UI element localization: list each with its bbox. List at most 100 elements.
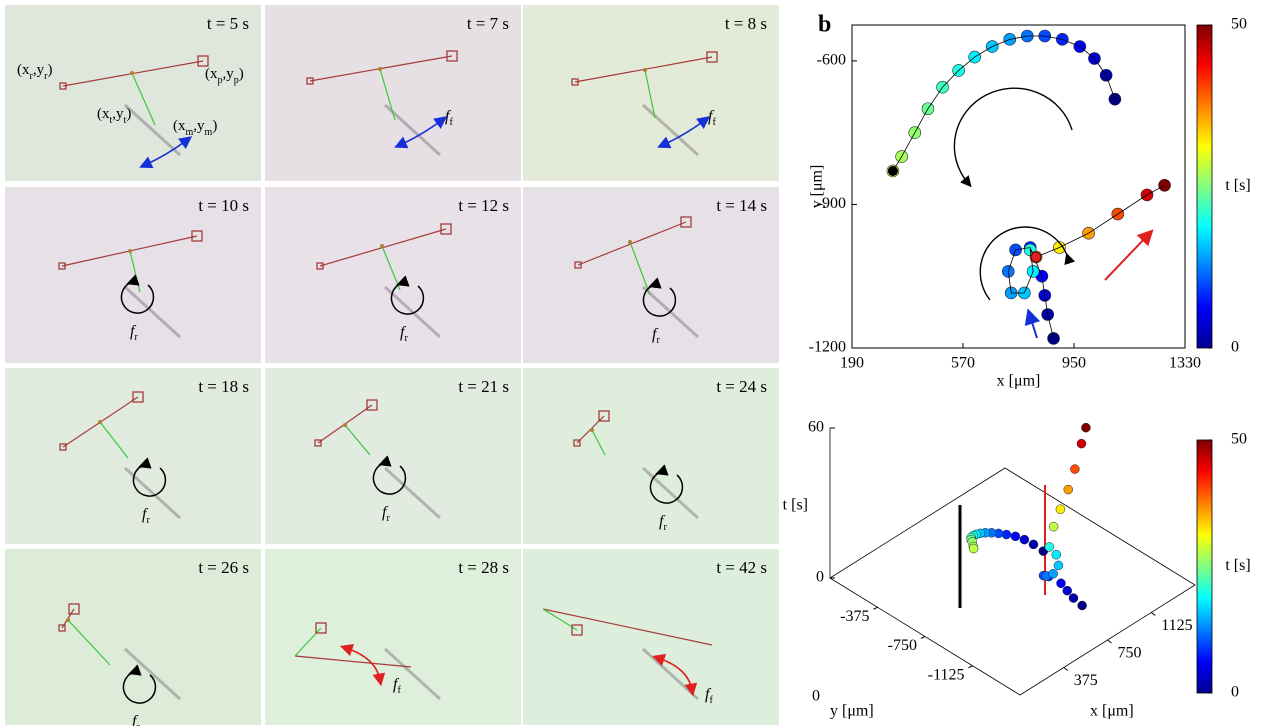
trajectory-3d-point — [1053, 560, 1064, 571]
coord-label-part: (x — [205, 66, 218, 82]
tracker-link — [629, 241, 651, 296]
tracker-link — [344, 424, 371, 456]
rotation-arrow — [122, 664, 157, 704]
z-tick-label: 0 — [816, 569, 824, 586]
tracker-box — [571, 78, 579, 86]
y-axis-label: y [μm] — [809, 165, 826, 209]
tracker-box — [68, 603, 80, 615]
base-plane — [829, 467, 1196, 696]
tracker-box — [59, 443, 67, 451]
trajectory-3d-point — [1001, 529, 1012, 540]
specimen — [123, 647, 182, 701]
tracker-box — [191, 230, 203, 242]
frame-time: t = 42 s — [716, 558, 767, 577]
micrograph — [523, 187, 779, 363]
tracker-box — [315, 622, 327, 634]
oscillation-arrow — [139, 136, 193, 169]
force-label-part: f — [659, 513, 666, 530]
frame-overlay — [571, 51, 718, 157]
tracker-link — [591, 429, 606, 456]
coord-label-part: t — [110, 115, 113, 126]
tracker-box — [59, 82, 67, 90]
coord-label-part: ) — [47, 62, 52, 78]
tracker-box — [598, 410, 610, 422]
specimen — [123, 285, 182, 339]
y-axis-label: y [μm] — [830, 703, 874, 720]
micrograph — [523, 549, 779, 725]
coord-label: (xm,ym) — [173, 118, 217, 137]
colorbar-tick-label: 0 — [1231, 339, 1239, 356]
force-label-part: r — [404, 333, 408, 344]
frame-time: t = 21 s — [458, 377, 509, 396]
z-axis-label: t [s] — [783, 497, 808, 514]
force-label-part: r — [656, 335, 660, 346]
frame-overlay — [59, 391, 182, 520]
y-tick-label: -750 — [888, 637, 917, 654]
trajectory-line — [892, 35, 1116, 172]
colorbar-label: t [s] — [1225, 177, 1250, 194]
plot-area — [851, 24, 1186, 349]
trajectory-3d-point — [1077, 600, 1087, 611]
force-label-part: f — [712, 117, 716, 128]
tracker-dot — [380, 244, 384, 248]
force-label: fr — [652, 326, 660, 346]
tracker-dot — [628, 240, 632, 244]
tracker-line — [577, 221, 687, 266]
tracker-box — [197, 55, 209, 67]
x-tick — [1150, 612, 1156, 616]
force-label-part: f — [142, 506, 149, 523]
trajectory-3d-point — [1068, 593, 1079, 603]
rotation-arrow — [120, 274, 155, 314]
y-tick — [968, 665, 973, 669]
tracker-box — [58, 624, 66, 632]
frame-time: t = 7 s — [467, 14, 509, 33]
frame-overlay — [314, 399, 442, 520]
frame-time: t = 24 s — [716, 377, 767, 396]
force-label-part: r — [663, 522, 667, 533]
tracker-box — [58, 262, 66, 270]
force-label-part: r — [134, 332, 138, 343]
y-tick-label: -600 — [817, 52, 846, 69]
frame-overlay — [58, 230, 203, 339]
colorbar-tick-label: 50 — [1231, 16, 1247, 33]
coord-label-part: m — [205, 127, 213, 138]
trajectory-3d-point — [1070, 464, 1080, 474]
y-tick — [873, 606, 878, 610]
force-label-part: r — [136, 722, 140, 726]
tracker-dot — [98, 420, 102, 424]
coord-label-part: (x — [17, 62, 30, 78]
coord-label-part: t — [124, 115, 127, 126]
trajectory-3d-point — [1062, 585, 1072, 596]
coord-label: (xp,yp) — [205, 66, 244, 85]
tracker-box — [314, 439, 322, 447]
force-label-part: f — [130, 323, 137, 340]
trajectory-3d-point — [1048, 521, 1059, 532]
trajectory-3d-point — [1048, 568, 1058, 579]
specimen — [641, 466, 700, 520]
micrograph — [5, 5, 261, 181]
direction-arrow — [1024, 308, 1041, 339]
micrograph — [523, 368, 779, 544]
colorbar-tick-label: 0 — [1231, 684, 1239, 701]
force-label: fr — [130, 323, 138, 343]
tracker-box — [132, 391, 144, 403]
tracker-box — [571, 624, 583, 636]
frame-overlay — [573, 410, 700, 520]
force-label-part: r — [386, 513, 390, 524]
tracker-box — [680, 216, 692, 228]
frame-overlay — [306, 50, 458, 157]
tracker-box — [446, 50, 458, 62]
force-label-part: f — [382, 504, 389, 521]
specimen — [383, 466, 442, 520]
tracker-box — [440, 223, 452, 235]
force-label-part: f — [709, 695, 713, 706]
micrograph — [5, 549, 261, 725]
tracker-dot — [343, 423, 347, 427]
trajectory-3d-point — [1051, 549, 1061, 560]
force-label-part: r — [146, 515, 150, 526]
tracker-link — [542, 608, 578, 631]
x-tick-label: 1330 — [1169, 355, 1201, 372]
x-axis-label: x [μm] — [997, 373, 1041, 390]
origin-tick-label: 0 — [812, 688, 820, 705]
trajectory-3d-point — [1081, 422, 1091, 433]
